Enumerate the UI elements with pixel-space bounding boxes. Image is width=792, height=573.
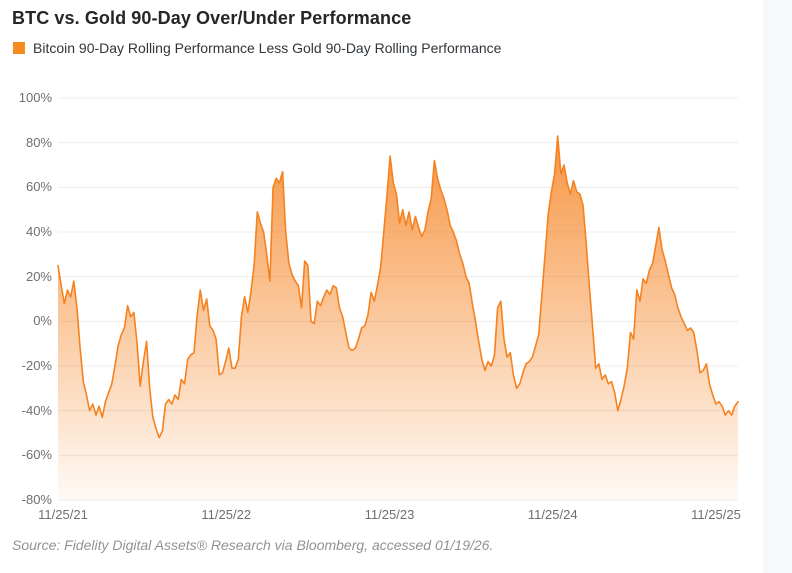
series-line: [57, 135, 739, 439]
page-background-strip: [763, 0, 792, 573]
legend-swatch-icon: [13, 42, 25, 54]
x-axis-tick: 11/25/25: [691, 507, 741, 522]
x-axis-tick: 11/25/24: [527, 507, 578, 522]
y-axis-tick: 100%: [18, 90, 52, 105]
y-axis-tick: -60%: [21, 447, 52, 463]
y-axis-tick: -20%: [21, 358, 52, 373]
series-area-fill: [58, 136, 738, 500]
y-axis-tick: 20%: [25, 268, 52, 284]
chart-title: BTC vs. Gold 90-Day Over/Under Performan…: [12, 8, 412, 28]
x-axis-tick: 11/25/21: [38, 507, 88, 522]
legend-label: Bitcoin 90-Day Rolling Performance Less …: [33, 40, 502, 56]
x-axis-tick: 11/25/22: [201, 507, 252, 522]
y-axis-tick: 0%: [33, 313, 52, 329]
y-axis-tick: -40%: [21, 402, 52, 418]
legend: Bitcoin 90-Day Rolling Performance Less …: [13, 40, 501, 56]
y-axis-tick: 60%: [25, 179, 52, 195]
y-axis-tick: 80%: [25, 134, 52, 150]
y-axis-tick: -80%: [21, 492, 52, 507]
x-axis-tick: 11/25/23: [364, 507, 415, 522]
y-axis-tick: 40%: [25, 224, 52, 239]
source-note: Source: Fidelity Digital Assets® Researc…: [12, 537, 494, 553]
